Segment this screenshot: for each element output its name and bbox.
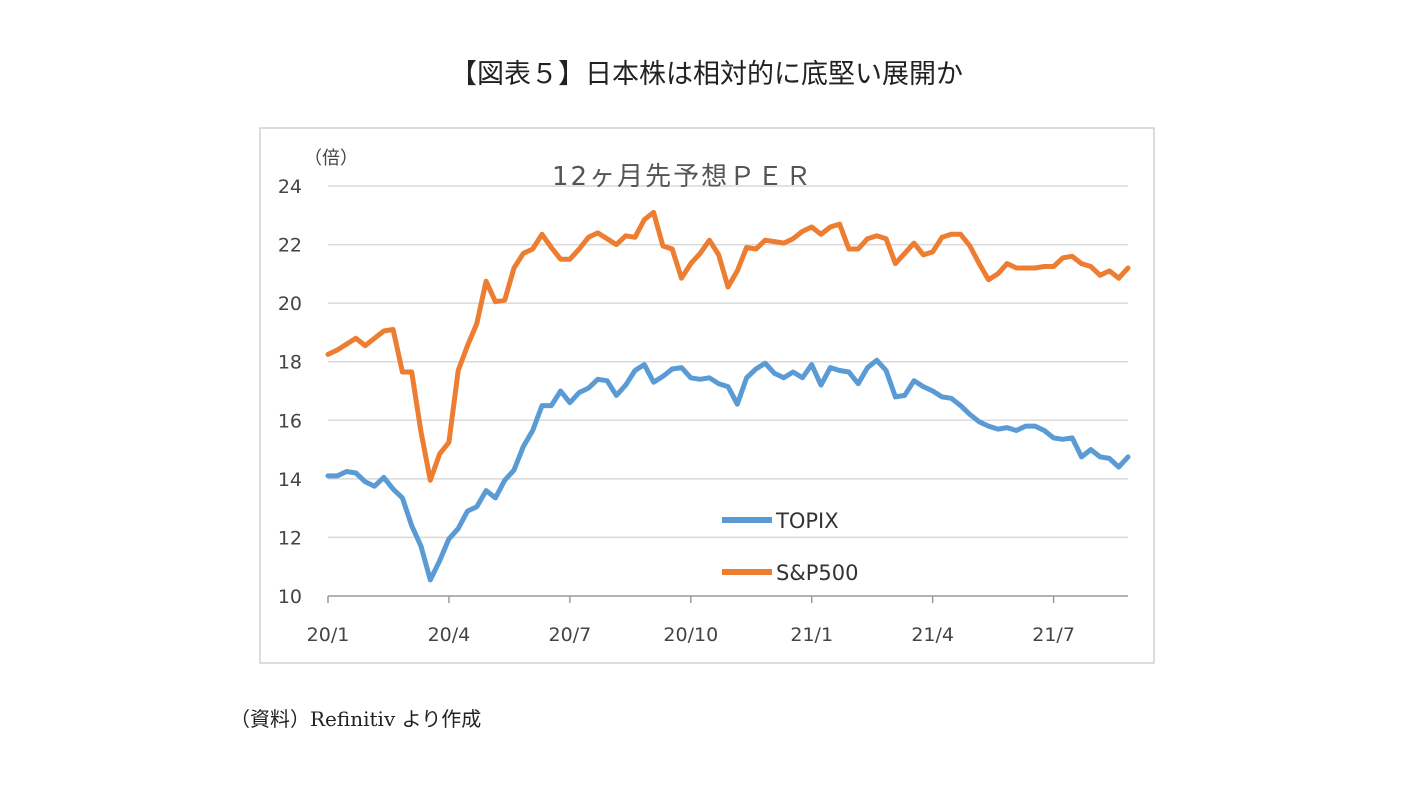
series-line-topix <box>325 357 1131 583</box>
x-tick-label: 21/1 <box>790 624 833 646</box>
y-tick-label: 22 <box>278 235 302 257</box>
y-tick-label: 10 <box>278 586 302 608</box>
x-tick-label: 20/10 <box>663 624 718 646</box>
source-note: （資料）Refinitiv より作成 <box>230 707 482 731</box>
chart-title: 12ヶ月先予想ＰＥＲ <box>552 162 813 192</box>
legend-label-sp500: S&P500 <box>776 561 858 585</box>
y-tick-label: 12 <box>278 527 302 549</box>
x-tick-label: 21/4 <box>911 624 954 646</box>
x-axis <box>327 595 1128 603</box>
y-tick-label: 24 <box>278 176 302 198</box>
y-tick-label: 16 <box>278 410 302 432</box>
x-tick-label: 20/7 <box>549 624 592 646</box>
series-lines <box>325 209 1131 583</box>
series-line-sp500 <box>325 209 1131 483</box>
y-tick-label: 14 <box>278 469 302 491</box>
x-axis-tick-labels: 20/1 20/4 20/7 20/10 21/1 21/4 21/7 <box>307 624 1075 646</box>
figure-title: 【図表５】日本株は相対的に底堅い展開か <box>450 59 963 90</box>
y-tick-label: 18 <box>278 352 302 374</box>
legend: TOPIX S&P500 <box>722 509 858 585</box>
legend-label-topix: TOPIX <box>775 509 839 533</box>
chart-frame <box>259 127 1155 664</box>
x-tick-label: 20/4 <box>428 624 471 646</box>
y-unit-label: （倍） <box>304 148 358 169</box>
x-tick-label: 20/1 <box>307 624 350 646</box>
y-tick-label: 20 <box>278 293 302 315</box>
y-axis-tick-labels: 10 12 14 16 18 20 22 24 <box>278 176 302 608</box>
x-tick-label: 21/7 <box>1032 624 1075 646</box>
